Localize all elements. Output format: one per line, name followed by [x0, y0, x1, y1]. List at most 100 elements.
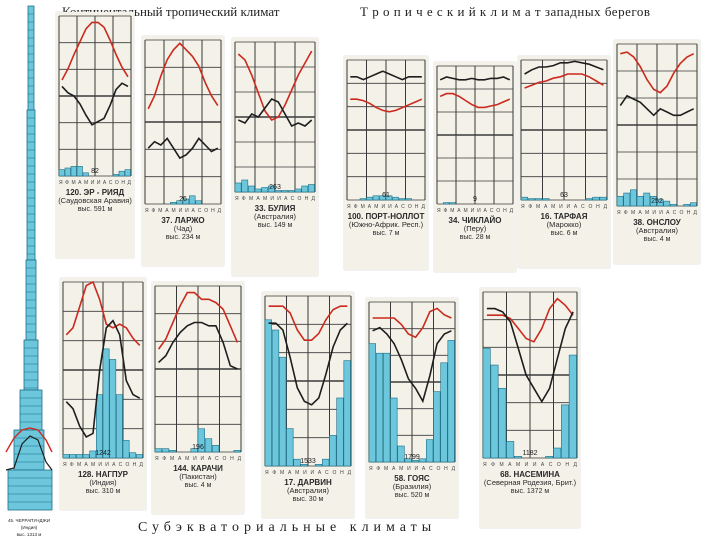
precip-bar — [189, 195, 196, 205]
station-chart-karachi: 196 — [154, 285, 242, 453]
month-label: Я — [59, 180, 63, 186]
precip-bar — [112, 174, 119, 177]
precip-bar — [70, 166, 77, 177]
month-label: А — [573, 204, 578, 210]
precip-total-label: 1533 — [300, 458, 316, 465]
month-label: Ф — [151, 208, 156, 214]
month-label: Я — [265, 470, 269, 476]
precip-bar — [343, 360, 351, 467]
month-label: О — [407, 204, 412, 210]
month-label: Н — [132, 462, 137, 468]
precip-bar — [281, 190, 289, 193]
precip-bar — [294, 188, 302, 193]
month-label: М — [644, 210, 650, 216]
month-label: М — [295, 470, 300, 476]
month-label: И — [559, 204, 563, 210]
precip-bar — [690, 202, 697, 207]
month-label: Ф — [443, 208, 448, 214]
month-label: Я — [63, 462, 67, 468]
precip-bar — [314, 464, 323, 467]
month-label: М — [262, 196, 268, 202]
month-label: Д — [311, 196, 315, 202]
month-label: А — [540, 462, 545, 468]
precip-bar — [490, 364, 499, 459]
month-label: А — [638, 210, 642, 216]
precip-bar — [411, 460, 419, 463]
month-label: И — [407, 466, 411, 472]
month-label: С — [108, 180, 113, 186]
month-label: М — [516, 462, 521, 468]
month-label: И — [200, 456, 205, 462]
precip-total-label: 263 — [269, 184, 281, 191]
precip-bar — [89, 450, 97, 459]
month-label: И — [105, 462, 109, 468]
precip-bar — [630, 189, 637, 207]
month-label: М — [551, 204, 556, 210]
precip-bar — [169, 450, 177, 453]
station-title: 120. ЭР - РИЯД — [65, 188, 125, 197]
station-elev: выс. 310 м — [85, 487, 121, 495]
precip-bar — [592, 196, 600, 201]
humidity-line — [147, 137, 219, 160]
precip-bar — [129, 452, 137, 459]
tower-bar — [27, 5, 35, 117]
precip-bar — [76, 166, 83, 177]
station-caption: 34. ЧИКЛАЙО (Перу) выс. 28 м — [434, 216, 516, 242]
precip-bar — [650, 195, 657, 207]
station-chart-nasemina: 1182 — [482, 291, 578, 459]
month-label: М — [71, 180, 76, 186]
month-label: И — [477, 208, 481, 214]
month-label: А — [207, 456, 212, 462]
precip-bar — [301, 185, 309, 193]
station-caption: 120. ЭР - РИЯД (Саудовская Аравия) выс. 59… — [56, 188, 134, 214]
station-caption: 33. БУЛИЯ (Австралия) выс. 149 м — [232, 204, 318, 230]
temperature-line — [157, 291, 239, 350]
month-label: О — [588, 204, 593, 210]
precip-bar — [426, 439, 434, 463]
precip-bar — [109, 359, 117, 459]
precip-bar — [264, 319, 272, 467]
month-label: О — [125, 462, 130, 468]
precip-bar — [379, 195, 386, 201]
precip-bar — [553, 447, 562, 459]
station-title: 16. ТАРФАЯ — [540, 212, 588, 221]
month-label: С — [489, 208, 494, 214]
month-label: М — [171, 208, 176, 214]
precip-bar — [440, 362, 448, 463]
precip-bar — [506, 441, 515, 459]
month-label: М — [84, 180, 89, 186]
station-card-bulia: 263 Я Ф М А М И И А С О Н Д 33. БУЛИЯ (Австралия) выс. … — [232, 38, 318, 276]
month-label: А — [544, 204, 548, 210]
station-caption: 16. ТАРФАЯ (Марокко) выс. 6 м — [518, 212, 610, 238]
precip-bar — [385, 195, 393, 201]
precip-bar — [405, 198, 412, 201]
month-label: Ф — [65, 180, 69, 186]
station-card-chiklayo: 9 Я Ф М А М И И А С О Н Д 34. ЧИКЛАЙО (Перу) выс. 28 м — [434, 62, 516, 272]
precip-total-label: 1182 — [522, 450, 537, 457]
station-caption: 17. ДАРВИН (Австралия) выс. 30 м — [262, 478, 354, 504]
station-caption: 58. ГОЯС (Бразилия) выс. 520 м — [366, 474, 458, 500]
month-label: А — [508, 462, 512, 468]
tower-bar — [19, 389, 43, 431]
month-label: О — [114, 180, 119, 186]
month-label: О — [679, 210, 684, 216]
month-label: Я — [617, 210, 621, 216]
precip-bar — [372, 195, 380, 201]
precip-bar — [585, 198, 593, 201]
precip-bar — [366, 196, 373, 201]
precip-bar — [195, 200, 202, 205]
station-card-nasemina: 1182 Я Ф М А М И И А С О Н Д 68. НАСЕМИНА (Северная Ро… — [480, 288, 580, 528]
precip-bar — [482, 348, 491, 459]
month-label: А — [421, 466, 426, 472]
month-label: И — [310, 470, 315, 476]
month-label: А — [112, 462, 116, 468]
month-label: А — [78, 180, 82, 186]
precip-bar — [233, 450, 241, 453]
precip-bar — [447, 340, 455, 463]
temperature-line — [61, 21, 129, 81]
month-label: О — [222, 456, 227, 462]
